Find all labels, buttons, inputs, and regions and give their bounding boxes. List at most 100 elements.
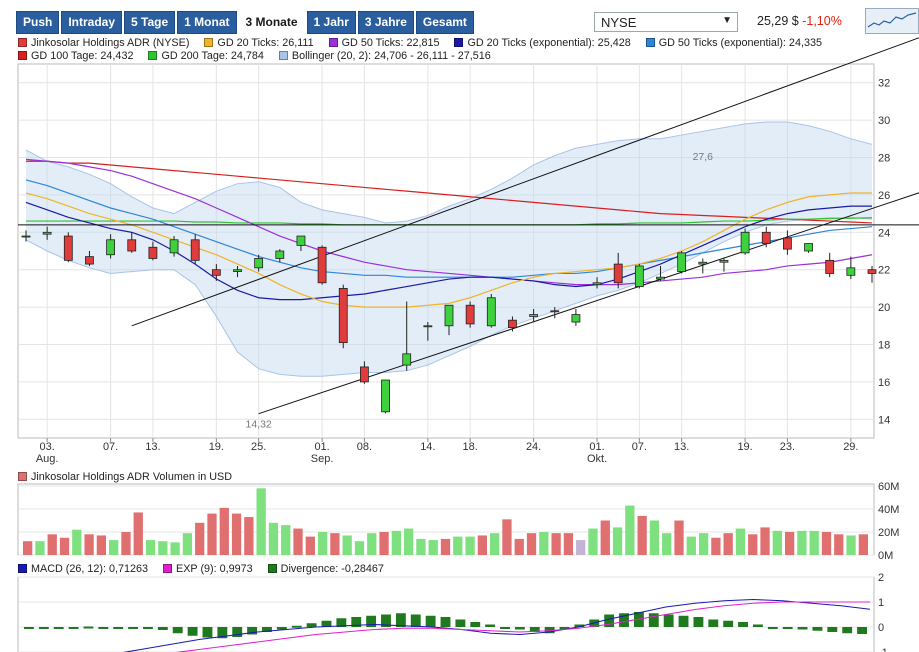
volume-bar [96,535,107,555]
tab-intraday[interactable]: Intraday [61,11,123,34]
candle [486,294,496,328]
x-tick-label: 23. [780,441,795,453]
volume-bar [711,537,721,555]
divergence-bar [83,626,94,629]
legend-swatch [267,564,277,573]
volume-bar [797,530,807,555]
candle [63,232,73,263]
volume-bar [342,535,352,555]
volume-bar [637,515,647,555]
candle-body [571,314,581,323]
divergence-bar [291,625,302,628]
x-tick-label: 29. [843,441,858,453]
tab-3-monate[interactable]: 3 Monate [238,11,305,34]
candle-body [677,252,687,272]
candle-body [867,269,877,274]
divergence-bar [24,627,34,629]
volume-bar [72,529,82,555]
volume-bar [453,536,463,555]
x-tick-label: 01. [314,441,329,453]
volume-bar [305,536,315,555]
price-annotation: 14,32 [246,418,272,430]
divergence-bar [529,627,540,632]
legend-row-2: GD 100 Tage: 24,432 GD 200 Tage: 24,784 Bo… [18,50,506,62]
legend-swatch [18,38,27,47]
volume-bar [772,530,782,555]
divergence-bar [276,627,287,630]
volume-bar [576,540,586,555]
candle [508,316,517,332]
x-tick-label: 14. [420,441,435,453]
legend-label: GD 50 Ticks: 22,815 [341,37,440,49]
legend-item: GD 20 Ticks: 26,111 [204,37,314,49]
candle [825,252,835,278]
candle [381,379,390,414]
volume-bar [367,533,377,555]
volume-bar [686,536,696,555]
exchange-select[interactable]: NYSE ▼ [594,12,738,32]
candle [127,232,137,253]
candle-body [804,243,813,252]
candle-body [359,366,369,383]
y-tick-label: 60M [878,481,899,493]
series-line-bollinger-lower [25,216,873,377]
candle [804,243,813,253]
divergence-bar [217,627,228,639]
candle [85,251,94,266]
candle [317,245,327,285]
divergence-bar [827,627,838,632]
volume-bar [219,507,229,555]
divergence-bar [648,613,659,627]
candle-body [169,239,179,254]
candle [42,226,52,240]
legend-label: Divergence: -0,28467 [280,563,384,575]
tab-3-jahre[interactable]: 3 Jahre [357,11,414,34]
x-tick-label: 08. [357,441,372,453]
legend-swatch [204,38,214,47]
volume-bar [293,528,303,555]
y-tick-label: 0M [878,550,893,562]
candle-body [719,259,729,263]
volume-bar [539,532,549,555]
divergence-bar [663,614,674,627]
series-line-gd-20-ticks [25,192,872,308]
candle-body [402,353,412,366]
candle-body [21,235,31,238]
divergence-bar [812,627,823,631]
candle-body [550,310,560,313]
series-line-bollinger-upper [25,121,873,224]
volume-bar [809,530,819,555]
legend-swatch [18,51,27,60]
volume-bar [490,533,500,555]
candle [148,241,158,261]
volume-bar [158,541,168,555]
candle-body [381,379,390,413]
divergence-bar [128,627,139,629]
candle-body [423,325,433,328]
tab-1-monat[interactable]: 1 Monat [177,11,237,34]
chevron-down-icon: ▼ [722,15,732,26]
tab-push[interactable]: Push [16,11,60,34]
legend-item: GD 100 Tage: 24,432 [18,50,133,62]
candle [465,301,475,328]
divergence-bar [381,614,391,627]
divergence-bar [619,613,629,627]
legend-label: Bollinger (20, 2): 24,706 - 26,111 - 27,… [291,50,491,62]
x-tick-label: 01. [589,441,604,453]
x-tick-label: 24. [526,441,541,453]
candle [359,361,369,384]
divergence-bar [857,627,867,634]
tab-gesamt[interactable]: Gesamt [415,11,474,34]
tab-5-tage[interactable]: 5 Tage [124,11,176,34]
x-tick-label: 19. [737,441,752,453]
mini-chart-thumbnail[interactable] [865,8,919,34]
candle [296,235,306,251]
tab-1-jahr[interactable]: 1 Jahr [306,11,356,34]
volume-bar [379,532,389,555]
candle [423,322,433,341]
divergence-bar [574,624,585,627]
volume-bar [735,528,746,555]
volume-bar [612,527,623,555]
divergence-bar [38,627,49,629]
candle-body [613,263,623,284]
